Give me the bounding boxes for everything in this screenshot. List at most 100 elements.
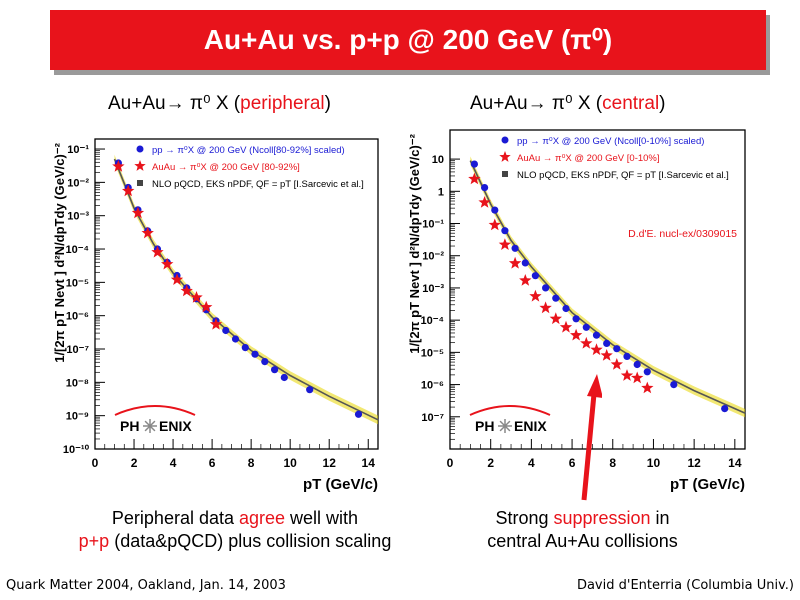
- right-panel-subtitle: Au+Au→ π⁰ X (central): [470, 92, 666, 115]
- pp-data-point: [231, 335, 240, 343]
- auau-data-point: [170, 273, 184, 285]
- pp-data-point: [241, 344, 249, 352]
- pp-data-point: [521, 259, 529, 267]
- y-tick-label: 10⁻⁵: [421, 347, 444, 359]
- auau-data-point: [200, 300, 213, 313]
- left-caption-text: Peripheral data: [111, 508, 239, 528]
- x-tick-label: 6: [569, 456, 576, 470]
- pp-data-point: [491, 206, 499, 214]
- legend-entry: AuAu → π⁰X @ 200 GeV [80-92%]: [152, 162, 300, 173]
- pp-data-point: [481, 184, 489, 192]
- y-tick-label: 10⁻⁸: [66, 377, 89, 389]
- pp-data-point: [271, 366, 279, 374]
- x-tick-label: 2: [131, 456, 138, 470]
- legend-band-marker: [137, 180, 143, 186]
- x-axis-label: pT (GeV/c): [670, 476, 745, 493]
- left-caption-highlight: agree: [239, 508, 286, 528]
- phenix-logo: PH ENIX: [469, 405, 551, 434]
- citation-annotation: D.d'E. nucl-ex/0309015: [628, 228, 737, 240]
- x-tick-label: 12: [687, 456, 701, 470]
- y-tick-label: 1: [438, 186, 444, 198]
- pp-data-point: [582, 323, 590, 331]
- logo-star-ray: [504, 425, 511, 432]
- pp-data-point: [572, 315, 580, 323]
- auau-data-point: [209, 317, 223, 330]
- logo-star-ray: [149, 420, 156, 427]
- y-tick-label: 10⁻⁴: [421, 315, 444, 327]
- auau-data-point: [131, 206, 145, 219]
- title-banner: Au+Au vs. p+p @ 200 GeV (π⁰): [50, 10, 766, 70]
- pp-data-point: [721, 405, 729, 413]
- phenix-logo: PH ENIX: [114, 405, 196, 434]
- auau-data-point: [590, 343, 603, 356]
- auau-data-point: [559, 320, 573, 333]
- logo-arc: [469, 405, 551, 416]
- pp-data-point: [501, 227, 509, 235]
- auau-data-point: [498, 238, 512, 250]
- x-tick-label: 10: [647, 456, 661, 470]
- auau-data-point: [600, 349, 613, 361]
- pp-data-point: [542, 284, 550, 292]
- auau-data-point: [539, 301, 552, 314]
- auau-data-point: [488, 218, 501, 231]
- footer-conference: Quark Matter 2004, Oakland, Jan. 14, 200…: [6, 578, 286, 593]
- y-tick-label: 10⁻¹: [422, 219, 444, 231]
- y-tick-label: 10⁻²: [67, 177, 89, 189]
- x-axis-label: pT (GeV/c): [303, 476, 378, 493]
- auau-data-point: [529, 289, 542, 302]
- left-chart-panel: 10⁻¹ 10⁻² 10⁻³ 10⁻⁴ 10⁻⁵ 10⁻⁶ 10⁻⁷ 10⁻⁸ 10⁻⁹ 10⁻¹…: [50, 125, 425, 500]
- pp-data-point: [531, 272, 539, 280]
- footer-author: David d'Enterria (Columbia Univ.): [576, 578, 794, 593]
- pp-data-point: [511, 244, 519, 252]
- left-subtitle-suffix: ): [324, 93, 331, 114]
- pp-data-point: [280, 373, 288, 382]
- auau-data-point: [151, 245, 164, 258]
- nlo-curve: [113, 158, 379, 421]
- legend-star-marker: [134, 160, 146, 171]
- pp-data-point: [251, 350, 259, 358]
- left-caption-text2: well with: [285, 508, 359, 528]
- right-subtitle-suffix: ): [659, 93, 666, 114]
- left-chart: 10⁻¹ 10⁻² 10⁻³ 10⁻⁴ 10⁻⁵ 10⁻⁶ 10⁻⁷ 10⁻⁸ 10⁻⁹ 10⁻¹…: [52, 138, 379, 493]
- legend-circle-marker: [136, 145, 144, 153]
- x-tick-label: 12: [323, 456, 337, 470]
- legend-star-marker: [499, 151, 511, 162]
- x-tick-label: 8: [609, 456, 616, 470]
- auau-data-point: [508, 256, 522, 269]
- suppression-arrow: [581, 374, 602, 501]
- logo-star-ray: [504, 420, 511, 427]
- legend-entry: pp → π⁰X @ 200 GeV (Ncoll[80-92%] scaled…: [152, 145, 345, 156]
- auau-data-point: [478, 196, 491, 208]
- right-caption-highlight: suppression: [553, 508, 651, 528]
- y-tick-label: 10⁻³: [67, 211, 89, 223]
- auau-data-point: [468, 172, 481, 185]
- pp-data-point: [623, 352, 631, 360]
- pp-data-point: [261, 358, 269, 366]
- logo-text-left: PH: [120, 418, 139, 434]
- right-caption-line1: Strong suppression in: [455, 507, 710, 530]
- left-caption-highlight2: p+p: [78, 531, 110, 551]
- y-tick-label: 10⁻⁷: [421, 412, 444, 424]
- auau-data-point: [180, 284, 193, 297]
- y-tick-label: 10⁻¹⁰: [63, 444, 90, 456]
- auau-data-point: [570, 328, 583, 341]
- nlo-curve: [469, 160, 746, 414]
- legend-entry: NLO pQCD, EKS nPDF, QF = pT [I.Sarcevic …: [152, 179, 364, 190]
- logo-text-left: PH: [475, 418, 494, 434]
- legend-circle-marker: [501, 136, 509, 144]
- pp-data-point: [354, 410, 363, 418]
- auau-data-point: [641, 381, 654, 394]
- x-tick-label: 6: [209, 456, 216, 470]
- x-tick-label: 8: [248, 456, 255, 470]
- pp-data-point: [643, 368, 651, 376]
- auau-data-point: [190, 291, 203, 303]
- legend-band-marker: [502, 171, 508, 177]
- y-axis-label: 1/[2π pT Nevt ] d²N/dpTdy (GeV/c)⁻²: [52, 142, 67, 362]
- logo-star-ray: [144, 420, 151, 427]
- auau-data-point: [141, 226, 154, 239]
- logo-star-ray: [499, 425, 506, 432]
- logo-star-ray: [499, 420, 506, 427]
- auau-data-point: [112, 160, 125, 172]
- pp-data-point: [603, 339, 611, 347]
- y-tick-label: 10⁻⁶: [421, 380, 444, 392]
